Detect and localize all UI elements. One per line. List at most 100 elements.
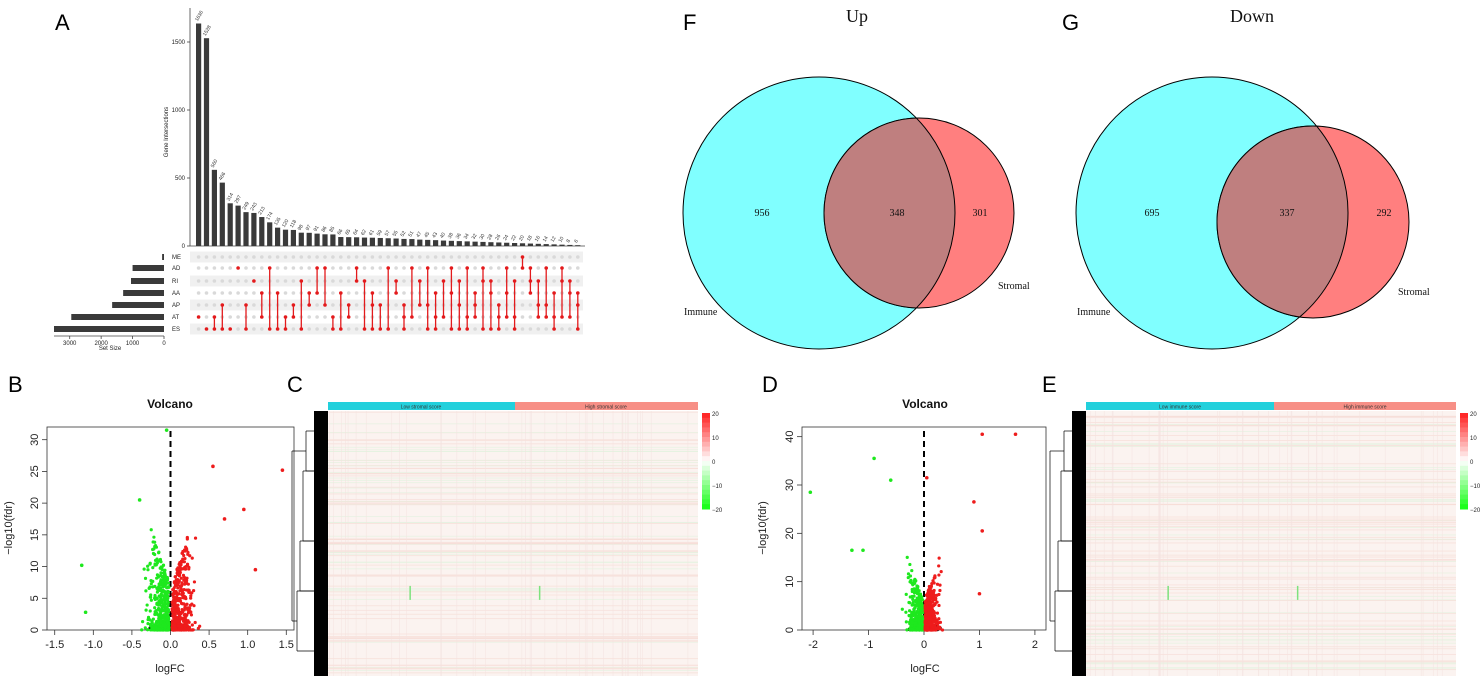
upset-matrix-dot [354,327,359,331]
heatmap-col-streak [1336,411,1338,676]
heatmap-col-streak [472,411,474,676]
volcano-point-up [180,581,184,585]
heatmap-col-streak [355,411,357,676]
volcano-point-up [176,610,180,614]
upset-matrix-dot [331,303,335,307]
heatmap-dendrogram-leaves [1072,411,1086,676]
upset-intersection-bar [567,244,573,246]
heatmap-col-streak [1159,411,1160,676]
heatmap-col-streak [1432,411,1434,676]
heatmap-row-streak [328,609,698,611]
upset-matrix-dot [204,315,209,319]
upset-matrix-dot [354,315,359,319]
upset-matrix-dot [339,255,343,259]
upset-matrix-dot [275,279,280,283]
heatmap-legend-swatch [1460,489,1468,496]
upset-matrix-dot [362,266,367,270]
upset-matrix-dot [228,255,232,259]
volcano-point-down [907,613,911,618]
heatmap-col-streak [456,411,458,676]
upset-y-label: Gene Intersections [164,107,170,157]
volcano-point-down [154,563,158,567]
volcano-point-up [933,596,938,600]
volcano-point-up [925,593,930,598]
volcano-point-down [909,581,914,585]
heatmap-row-streak [328,482,698,484]
upset-matrix-dot-active [196,315,201,319]
upset-matrix-dot [260,266,264,270]
volcano-point-down [912,579,916,583]
heatmap-col-streak [637,411,638,676]
heatmap-legend-swatch [702,494,710,500]
volcano-point-down [155,586,159,590]
upset-intersection-label: 466 [218,171,227,181]
volcano-point-down [159,628,163,632]
heatmap-row-streak [328,501,698,503]
volcano-point-down [162,574,166,578]
heatmap-col-streak [612,411,614,676]
volcano-point-up [176,583,180,587]
heatmap-row-streak [1086,518,1456,520]
upset-intersection-label: 40 [439,232,447,240]
heatmap-col-streak [1290,411,1292,676]
heatmap-row-streak [1086,565,1456,567]
venn-g-title: Down [1230,6,1274,26]
upset-matrix-dot [497,266,501,270]
upset-matrix-dot [291,291,296,295]
upset-matrix-dot [236,327,240,331]
heatmap-legend-swatch [702,470,710,476]
volcano-point-up [923,604,927,609]
upset-intersection-bar [361,237,368,246]
volcano-point-up [933,603,937,607]
upset-intersection-label: 55 [392,230,400,238]
volcano-point-up [172,591,176,595]
upset-set-label: AP [172,303,180,309]
upset-matrix-dot [418,327,422,331]
volcano-point-down [918,592,922,596]
volcano-point-up [182,608,186,612]
upset-matrix-dot [473,279,477,283]
volcano-point-up [980,529,985,533]
venn-f-stromal-label: Stromal [998,281,1030,292]
upset-matrix-dot [196,279,201,283]
upset-intersection-bar [251,212,257,246]
volcano-point-down [908,574,913,578]
heatmap-col-streak [565,411,567,676]
heatmap-col-streak [650,411,652,676]
volcano-point-down [152,547,156,551]
heatmap-row-streak [1086,662,1456,664]
volcano-point-down [166,621,170,625]
volcano-point-down [148,562,152,566]
volcano-point-down [921,616,925,621]
upset-matrix-dot [378,291,383,295]
heatmap-col-streak [1279,411,1281,676]
volcano-point-up [937,617,941,621]
upset-matrix-dot [315,255,319,259]
volcano-point-up [924,619,928,623]
volcano-point-up [931,623,935,627]
heatmap-dendrogram-leaves [314,411,328,676]
heatmap-row-streak [1086,424,1456,426]
upset-intersection-label: 86 [321,225,329,233]
volcano-point-down [155,576,159,580]
volcano-point-down [153,558,158,563]
heatmap-c-group-high-label: High stromal score [585,405,627,411]
volcano-point-up [182,553,186,558]
upset-intersection-bar [543,244,549,246]
upset-matrix-dot [536,266,541,270]
heatmap-row-streak [328,504,698,506]
heatmap-row-streak [1086,503,1456,505]
volcano-point-up [929,628,933,632]
heatmap-row-streak [328,667,698,669]
upset-matrix-dot [520,279,525,283]
upset-matrix-dot [346,266,351,270]
heatmap-legend-swatch [1460,432,1468,438]
volcano-point-down [158,559,163,563]
volcano-point-up [193,620,197,625]
volcano-point-up [181,549,185,554]
volcano-point-down [149,582,153,586]
upset-matrix-dot [291,279,296,283]
heatmap-legend-swatch [1460,422,1468,428]
upset-matrix-dot [544,327,548,331]
heatmap-col-streak [406,411,407,676]
